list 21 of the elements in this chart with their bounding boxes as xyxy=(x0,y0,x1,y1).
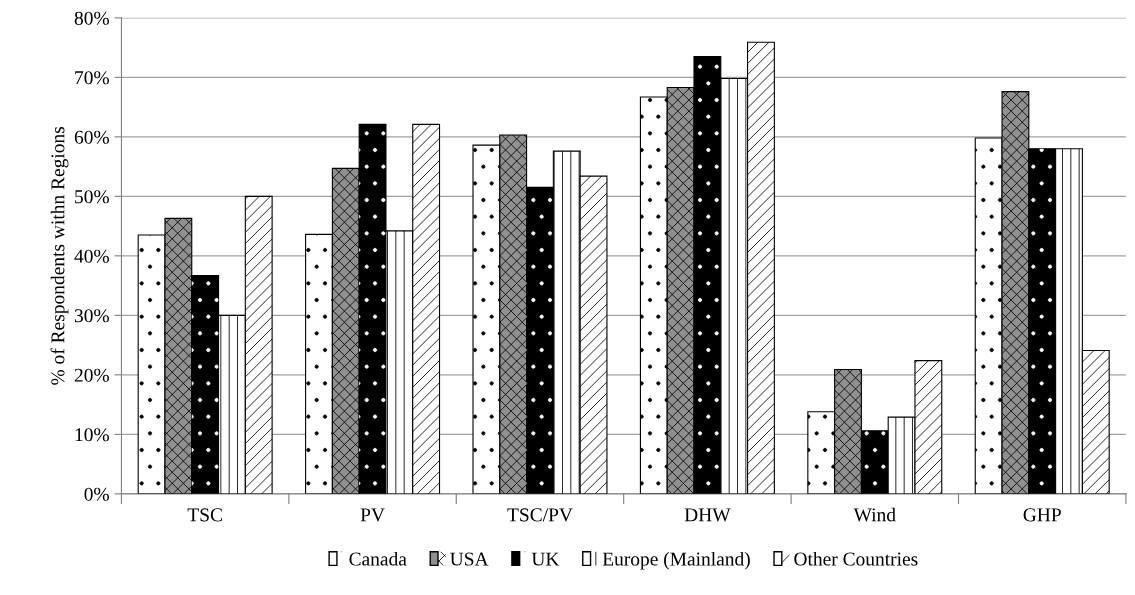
y-tick-label: 40% xyxy=(74,249,109,263)
y-axis-title: % of Respondents withn Regions xyxy=(50,126,69,385)
y-tick-label: 20% xyxy=(74,368,109,382)
y-tick-label: 70% xyxy=(75,71,109,85)
y-tick-label: 60% xyxy=(74,130,109,144)
x-tick-label: GHP xyxy=(1023,508,1061,522)
x-tick-label: TSC/PV xyxy=(507,508,573,522)
y-tick-label: 50% xyxy=(75,190,109,204)
x-tick-label: DHW xyxy=(684,508,731,522)
y-tick-label: 80% xyxy=(74,11,109,25)
x-tick-label: TSC xyxy=(187,508,222,522)
y-tick-label: 30% xyxy=(74,309,109,323)
legend-label: USA xyxy=(450,552,489,566)
y-tick-label: 0% xyxy=(84,487,109,501)
x-tick-label: PV xyxy=(360,508,385,522)
legend-label: UK xyxy=(531,552,560,566)
y-tick-label: 10% xyxy=(75,428,109,442)
x-tick-label: Wind xyxy=(853,507,896,522)
legend-label: Other Countries xyxy=(794,551,918,566)
legend-label: Canada xyxy=(349,551,407,566)
legend-label: Europe (Mainland) xyxy=(602,551,750,570)
